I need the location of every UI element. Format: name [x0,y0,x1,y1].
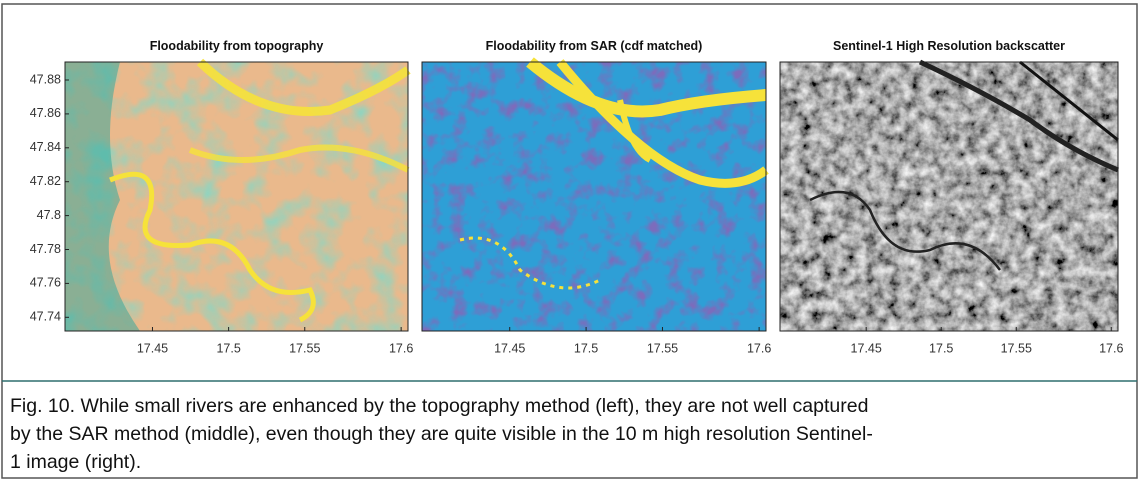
y-tick-label: 47.8 [37,208,61,222]
panel-title: Sentinel-1 High Resolution backscatter [833,39,1065,53]
x-tick-label: 17.6 [389,341,413,355]
y-tick-label: 47.78 [30,242,61,256]
panel-topography [65,62,408,331]
x-tick-label: 17.55 [1001,341,1032,355]
y-tick-label: 47.74 [30,310,61,324]
panel-title: Floodability from SAR (cdf matched) [486,39,703,53]
x-tick-label: 17.55 [289,341,320,355]
caption-line: 1 image (right). [10,451,141,473]
x-tick-label: 17.6 [747,341,771,355]
y-tick-label: 47.86 [30,106,61,120]
y-tick-label: 47.88 [30,72,61,86]
x-tick-label: 17.5 [574,341,598,355]
x-tick-label: 17.55 [647,341,678,355]
y-tick-label: 47.82 [30,174,61,188]
x-tick-label: 17.5 [929,341,953,355]
panel-sentinel [780,62,1118,331]
y-tick-label: 47.84 [30,140,61,154]
y-tick-label: 47.76 [30,276,61,290]
figure: Floodability from topography 17.45 17.5 17.… [0,0,1139,481]
caption-line: by the SAR method (middle), even though … [10,423,873,445]
panel-sar [422,62,766,331]
x-tick-label: 17.45 [494,341,525,355]
x-tick-label: 17.45 [137,341,168,355]
panel-title: Floodability from topography [150,39,324,53]
x-tick-label: 17.45 [851,341,882,355]
caption-line: Fig. 10. While small rivers are enhanced… [10,395,868,417]
x-tick-label: 17.5 [216,341,240,355]
x-tick-label: 17.6 [1099,341,1123,355]
